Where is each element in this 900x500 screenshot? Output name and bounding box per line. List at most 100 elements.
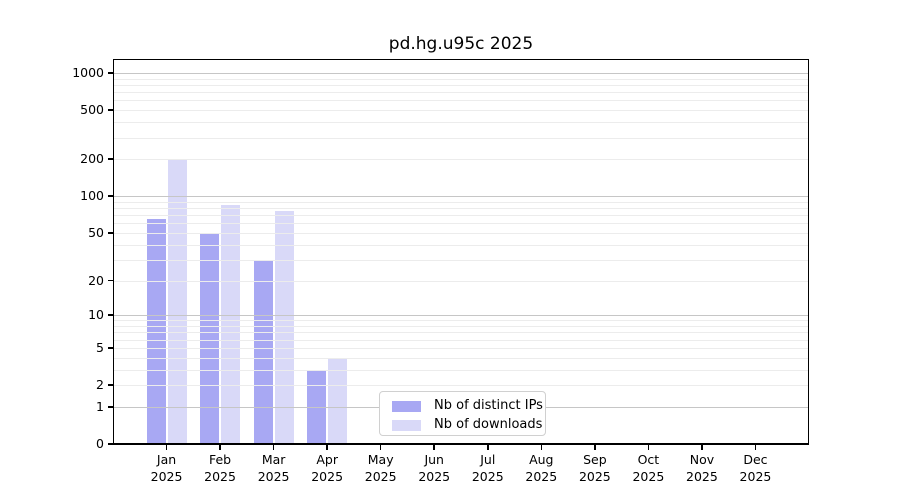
x-tick-year: 2025 (364, 469, 397, 484)
y-tick (108, 72, 113, 74)
gridline-minor (114, 122, 808, 124)
y-tick (108, 109, 113, 111)
x-tick (326, 445, 328, 450)
x-tick-label: Jul 2025 (456, 451, 520, 485)
x-tick-year: 2025 (739, 469, 772, 484)
y-tick-label: 20 (88, 272, 104, 288)
gridline-minor (114, 92, 808, 94)
bar-distinct-ips-feb (200, 232, 220, 445)
gridline-minor (114, 110, 808, 112)
gridline-minor (114, 347, 808, 349)
legend-swatch-distinct-ips (392, 400, 421, 412)
gridline-minor (114, 280, 808, 282)
gridline-minor (114, 244, 808, 246)
x-tick-label: Sep 2025 (563, 451, 627, 485)
x-tick-year: 2025 (418, 469, 451, 484)
y-tick (108, 232, 113, 234)
x-tick (594, 445, 596, 450)
x-tick-year: 2025 (686, 469, 718, 484)
x-tick (754, 445, 757, 450)
x-tick-year: 2025 (471, 469, 504, 484)
gridline-minor (114, 326, 808, 327)
y-tick-label: 500 (80, 102, 104, 118)
y-tick (108, 314, 113, 316)
x-tick (219, 445, 221, 450)
x-tick-year: 2025 (578, 469, 611, 484)
y-tick-label: 2 (96, 377, 104, 392)
x-tick-label: Feb 2025 (188, 451, 252, 485)
gridline-minor (114, 320, 808, 322)
x-tick (165, 445, 168, 450)
gridline-minor (114, 84, 808, 86)
y-tick-label: 50 (88, 224, 104, 240)
y-tick (108, 279, 113, 282)
y-tick (108, 158, 113, 160)
bar-downloads-jan (167, 159, 187, 445)
y-tick-label: 0 (96, 436, 104, 451)
gridline-minor (114, 201, 808, 203)
x-tick (540, 445, 543, 450)
gridline-minor (114, 137, 808, 139)
x-tick-label: Jan 2025 (135, 451, 199, 485)
x-tick (701, 445, 703, 450)
y-tick (108, 406, 113, 408)
gridline-minor (114, 100, 808, 102)
gridline-minor (114, 385, 808, 386)
x-tick-label: Mar 2025 (242, 451, 306, 485)
x-tick-label: Aug 2025 (509, 451, 573, 485)
gridline-minor (114, 78, 808, 80)
legend: Nb of distinct IPs Nb of downloads (379, 391, 546, 436)
bar-downloads-apr (328, 357, 348, 445)
y-tick-label: 10 (88, 307, 104, 323)
x-tick (487, 445, 489, 450)
gridline-major (114, 196, 808, 198)
x-tick-year: 2025 (204, 469, 236, 484)
bar-downloads-mar (274, 211, 294, 445)
x-tick-year: 2025 (150, 469, 183, 484)
bar-downloads-feb (221, 204, 241, 445)
gridline-minor (114, 223, 808, 225)
legend-swatch-downloads (392, 419, 421, 431)
legend-item-distinct-ips: Nb of distinct IPs (388, 398, 543, 414)
legend-item-downloads: Nb of downloads (388, 417, 542, 433)
x-tick-label: Nov 2025 (670, 451, 734, 485)
x-tick (433, 445, 435, 450)
x-tick-label: Apr 2025 (295, 451, 359, 485)
x-tick-label: May 2025 (349, 451, 413, 485)
x-tick (379, 445, 382, 450)
x-tick-year: 2025 (525, 469, 558, 484)
gridline-major (114, 73, 808, 74)
y-tick-label: 5 (96, 339, 104, 355)
x-tick-label: Dec 2025 (723, 451, 787, 485)
gridline-minor (114, 332, 808, 334)
y-tick (108, 195, 113, 197)
legend-label-downloads: Nb of downloads (434, 417, 543, 432)
x-tick (272, 445, 275, 450)
legend-label-distinct-ips: Nb of distinct IPs (434, 398, 543, 413)
y-tick-label: 200 (80, 151, 104, 167)
x-tick-year: 2025 (632, 469, 665, 484)
gridline-minor (114, 339, 808, 341)
x-tick-label: Oct 2025 (616, 451, 680, 485)
y-tick-label: 100 (80, 188, 104, 204)
x-tick (647, 445, 650, 450)
x-tick-year: 2025 (257, 469, 290, 484)
gridline-minor (114, 357, 808, 359)
gridline-minor (114, 232, 808, 234)
y-tick-label: 1000 (72, 65, 104, 80)
y-tick-label: 1 (96, 398, 104, 414)
x-tick-year: 2025 (311, 469, 344, 484)
gridline-minor (114, 215, 808, 217)
gridline-minor (114, 369, 808, 371)
y-tick (108, 347, 113, 349)
x-tick-label: Jun 2025 (402, 451, 466, 485)
y-tick (108, 443, 113, 445)
gridline-major (114, 315, 808, 317)
gridline-minor (114, 208, 808, 210)
bar-distinct-ips-jan (146, 219, 166, 445)
gridline-minor (114, 259, 808, 261)
y-tick (108, 384, 113, 386)
chart-title: pd.hg.u95c 2025 (388, 34, 534, 54)
bar-distinct-ips-mar (253, 259, 273, 445)
